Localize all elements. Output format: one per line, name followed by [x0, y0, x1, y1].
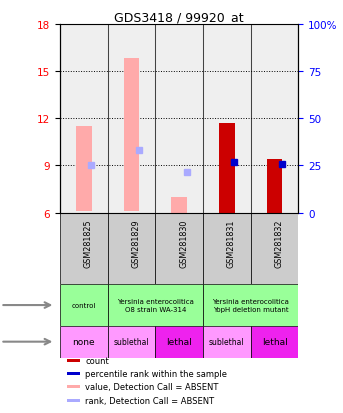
Bar	[267, 160, 282, 213]
Bar	[155, 25, 203, 213]
Bar	[203, 285, 298, 326]
Text: lethal: lethal	[262, 337, 287, 347]
Text: value, Detection Call = ABSENT: value, Detection Call = ABSENT	[85, 382, 218, 392]
Bar	[203, 326, 251, 358]
Text: count: count	[85, 356, 109, 365]
Bar	[124, 59, 139, 211]
Bar	[108, 213, 155, 285]
Bar	[251, 213, 298, 285]
Text: Yersinia enterocolitica
YopH deletion mutant: Yersinia enterocolitica YopH deletion mu…	[212, 299, 289, 312]
Bar	[203, 213, 251, 285]
Bar	[67, 359, 80, 362]
Text: GSM281829: GSM281829	[132, 219, 141, 267]
Text: GSM281832: GSM281832	[274, 219, 284, 267]
Text: percentile rank within the sample: percentile rank within the sample	[85, 369, 227, 378]
Text: GSM281825: GSM281825	[84, 219, 93, 267]
Bar	[155, 213, 203, 285]
Text: sublethal: sublethal	[209, 337, 245, 347]
Bar	[155, 326, 203, 358]
Bar	[60, 285, 108, 326]
Bar	[251, 25, 298, 213]
Text: rank, Detection Call = ABSENT: rank, Detection Call = ABSENT	[85, 396, 214, 405]
Bar	[108, 326, 155, 358]
Text: GSM281830: GSM281830	[179, 219, 188, 267]
Bar	[67, 385, 80, 388]
Bar	[60, 326, 108, 358]
Text: GSM281831: GSM281831	[227, 219, 236, 267]
Bar	[219, 123, 235, 213]
Bar	[108, 25, 155, 213]
Text: control: control	[72, 302, 96, 309]
Text: sublethal: sublethal	[114, 337, 149, 347]
Bar	[172, 197, 187, 213]
Bar	[251, 326, 298, 358]
Bar	[67, 372, 80, 375]
Bar	[60, 213, 108, 285]
Bar	[67, 399, 80, 401]
Title: GDS3418 / 99920_at: GDS3418 / 99920_at	[115, 11, 244, 24]
Bar	[60, 25, 108, 213]
Text: lethal: lethal	[166, 337, 192, 347]
Bar	[76, 127, 92, 211]
Text: Yersinia enterocolitica
O8 strain WA-314: Yersinia enterocolitica O8 strain WA-314	[117, 299, 194, 312]
Bar	[108, 285, 203, 326]
Text: none: none	[73, 337, 95, 347]
Bar	[203, 25, 251, 213]
